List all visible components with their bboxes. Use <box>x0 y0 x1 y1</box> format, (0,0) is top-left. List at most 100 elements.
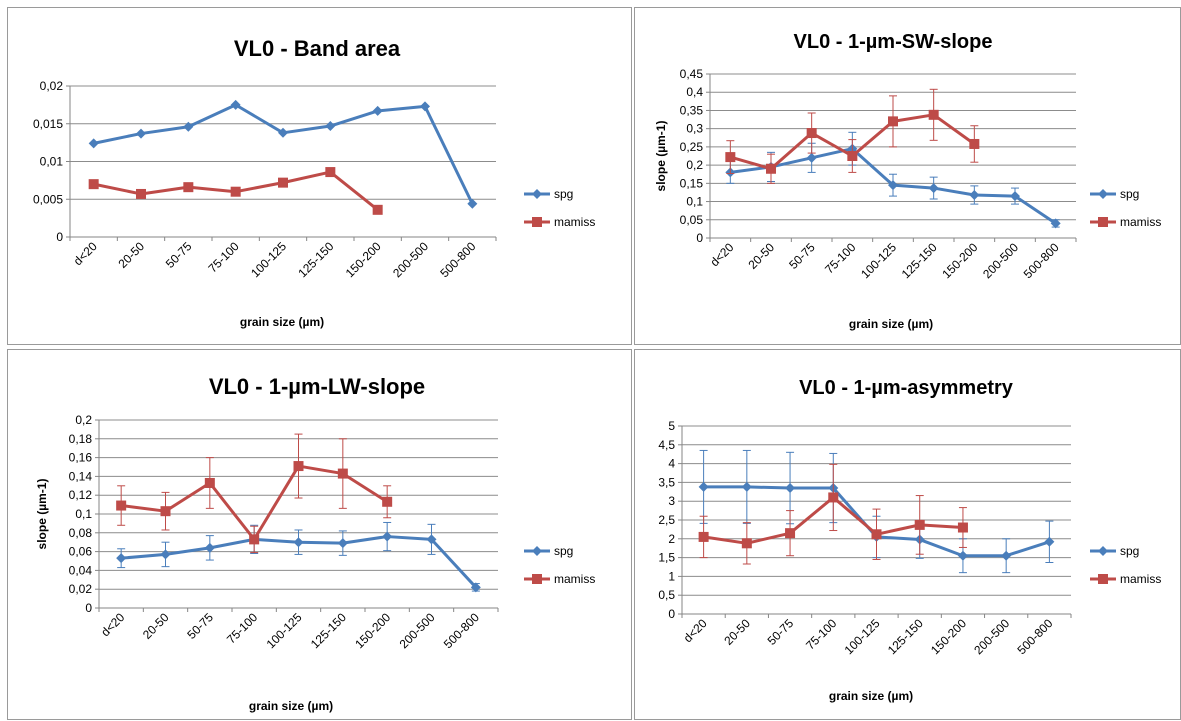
x-tick-label: 125-150 <box>308 610 349 651</box>
data-point-spg <box>470 582 481 593</box>
data-point-spg <box>136 128 146 139</box>
y-tick-label: 0,25 <box>680 140 704 154</box>
x-tick-label: 100-125 <box>264 610 305 651</box>
data-point-mamiss <box>698 531 709 542</box>
y-tick-label: 1 <box>668 569 675 583</box>
data-point-mamiss <box>337 468 348 479</box>
data-point-mamiss <box>116 500 127 511</box>
x-tick-label: 200-500 <box>390 239 431 280</box>
y-tick-label: 0,35 <box>680 103 704 117</box>
y-tick-label: 0,15 <box>680 176 704 190</box>
x-tick-label: 150-200 <box>343 239 384 280</box>
y-tick-label: 0,2 <box>686 158 703 172</box>
data-point-mamiss <box>325 167 336 178</box>
data-point-spg <box>1001 550 1012 561</box>
y-tick-label: 4,5 <box>658 438 675 452</box>
data-point-mamiss <box>928 109 939 120</box>
x-tick-label: 20-50 <box>116 239 148 271</box>
data-point-mamiss <box>914 519 925 530</box>
x-tick-label: 500-800 <box>441 610 482 651</box>
series-mamiss <box>88 167 383 215</box>
x-tick-label: 75-100 <box>822 240 859 277</box>
data-point-mamiss <box>828 492 839 503</box>
legend-marker-mamiss <box>532 217 542 227</box>
data-point-spg <box>928 183 939 194</box>
x-tick-label: d<20 <box>71 239 100 268</box>
x-tick-label: 150-200 <box>928 616 969 657</box>
x-tick-label: 500-800 <box>437 239 478 280</box>
data-point-spg <box>230 99 241 110</box>
chart-title: VL0 - 1-µm-LW-slope <box>209 374 425 399</box>
data-point-spg <box>204 542 215 553</box>
x-axis-label: grain size (µm) <box>249 699 333 713</box>
y-tick-label: 0 <box>56 230 63 244</box>
series-mamiss <box>698 463 968 565</box>
data-point-spg <box>888 180 898 191</box>
data-point-mamiss <box>88 179 99 190</box>
x-tick-label: 125-150 <box>295 239 336 280</box>
x-tick-label: 50-75 <box>786 240 818 272</box>
x-tick-label: 75-100 <box>205 239 242 276</box>
data-point-spg <box>1044 536 1055 547</box>
chart-panel-asymmetry: VL0 - 1-µm-asymmetry 0 0,5 1 1,5 2 2,5 3 3,5 4 4,5… <box>634 349 1181 720</box>
data-point-spg <box>382 531 393 542</box>
y-axis-label: slope (µm-1) <box>35 479 49 550</box>
data-point-spg <box>88 138 99 149</box>
chart-lw-slope: VL0 - 1-µm-LW-slope 0 0,02 0,04 0,06 0,08 0,1 0… <box>35 374 595 713</box>
y-tick-label: 0,16 <box>69 451 93 465</box>
data-point-mamiss <box>969 138 980 149</box>
y-tick-label: 0 <box>668 607 675 621</box>
legend-label-spg: spg <box>554 187 573 201</box>
data-point-spg <box>698 481 709 492</box>
legend-marker-mamiss <box>1098 217 1108 227</box>
data-point-spg <box>969 189 980 200</box>
data-point-spg <box>1050 218 1061 229</box>
data-point-spg <box>160 549 171 560</box>
x-tick-label: 20-50 <box>746 240 778 272</box>
y-tick-label: 0,4 <box>686 85 703 99</box>
y-tick-label: 0,18 <box>69 432 93 446</box>
data-point-spg <box>1010 191 1020 202</box>
data-point-mamiss <box>249 534 260 545</box>
y-tick-label: 0,1 <box>75 507 92 521</box>
legend-marker-spg <box>1098 546 1108 556</box>
x-tick-label: 75-100 <box>224 610 261 647</box>
y-tick-label: 0,015 <box>33 117 63 131</box>
legend-label-spg: spg <box>1120 187 1139 201</box>
data-point-mamiss <box>957 522 968 533</box>
data-point-mamiss <box>725 152 736 163</box>
y-tick-label: 0,01 <box>40 155 64 169</box>
legend-label-mamiss: mamiss <box>554 215 595 229</box>
series-line-spg <box>93 103 474 205</box>
legend-marker-mamiss <box>1098 574 1108 584</box>
y-tick-label: 4 <box>668 457 675 471</box>
data-point-mamiss <box>204 477 215 488</box>
data-point-spg <box>372 105 383 116</box>
chart-title: VL0 - 1-µm-asymmetry <box>799 377 1014 399</box>
data-point-mamiss <box>847 151 858 161</box>
y-tick-label: 0,3 <box>686 122 703 136</box>
data-point-mamiss <box>741 538 752 549</box>
chart-panel-band-area: VL0 - Band area 0 0,005 0,01 0,015 0,02 d<20 20… <box>7 7 632 345</box>
legend-label-spg: spg <box>554 544 573 558</box>
series-mamiss <box>116 433 393 554</box>
x-tick-label: 125-150 <box>885 616 926 657</box>
y-tick-label: 0,05 <box>680 213 704 227</box>
data-point-mamiss <box>382 496 393 507</box>
y-tick-label: 0,02 <box>40 79 64 93</box>
legend-marker-spg <box>1098 189 1108 199</box>
chart-panel-lw-slope: VL0 - 1-µm-LW-slope 0 0,02 0,04 0,06 0,08 0,1 0… <box>7 349 632 720</box>
data-point-spg <box>467 198 478 209</box>
series-spg <box>88 99 478 209</box>
y-tick-label: 0,2 <box>75 413 92 427</box>
data-point-mamiss <box>293 461 304 472</box>
x-tick-label: 200-500 <box>980 240 1021 281</box>
legend-marker-mamiss <box>532 574 542 584</box>
x-tick-label: 75-100 <box>803 616 840 653</box>
chart-asymmetry: VL0 - 1-µm-asymmetry 0 0,5 1 1,5 2 2,5 3 3,5 4 4,5… <box>658 377 1161 703</box>
data-point-mamiss <box>372 204 383 215</box>
data-point-spg <box>785 483 796 494</box>
y-tick-label: 0,08 <box>69 526 93 540</box>
data-point-spg <box>420 101 430 112</box>
y-tick-label: 0,12 <box>69 488 93 502</box>
